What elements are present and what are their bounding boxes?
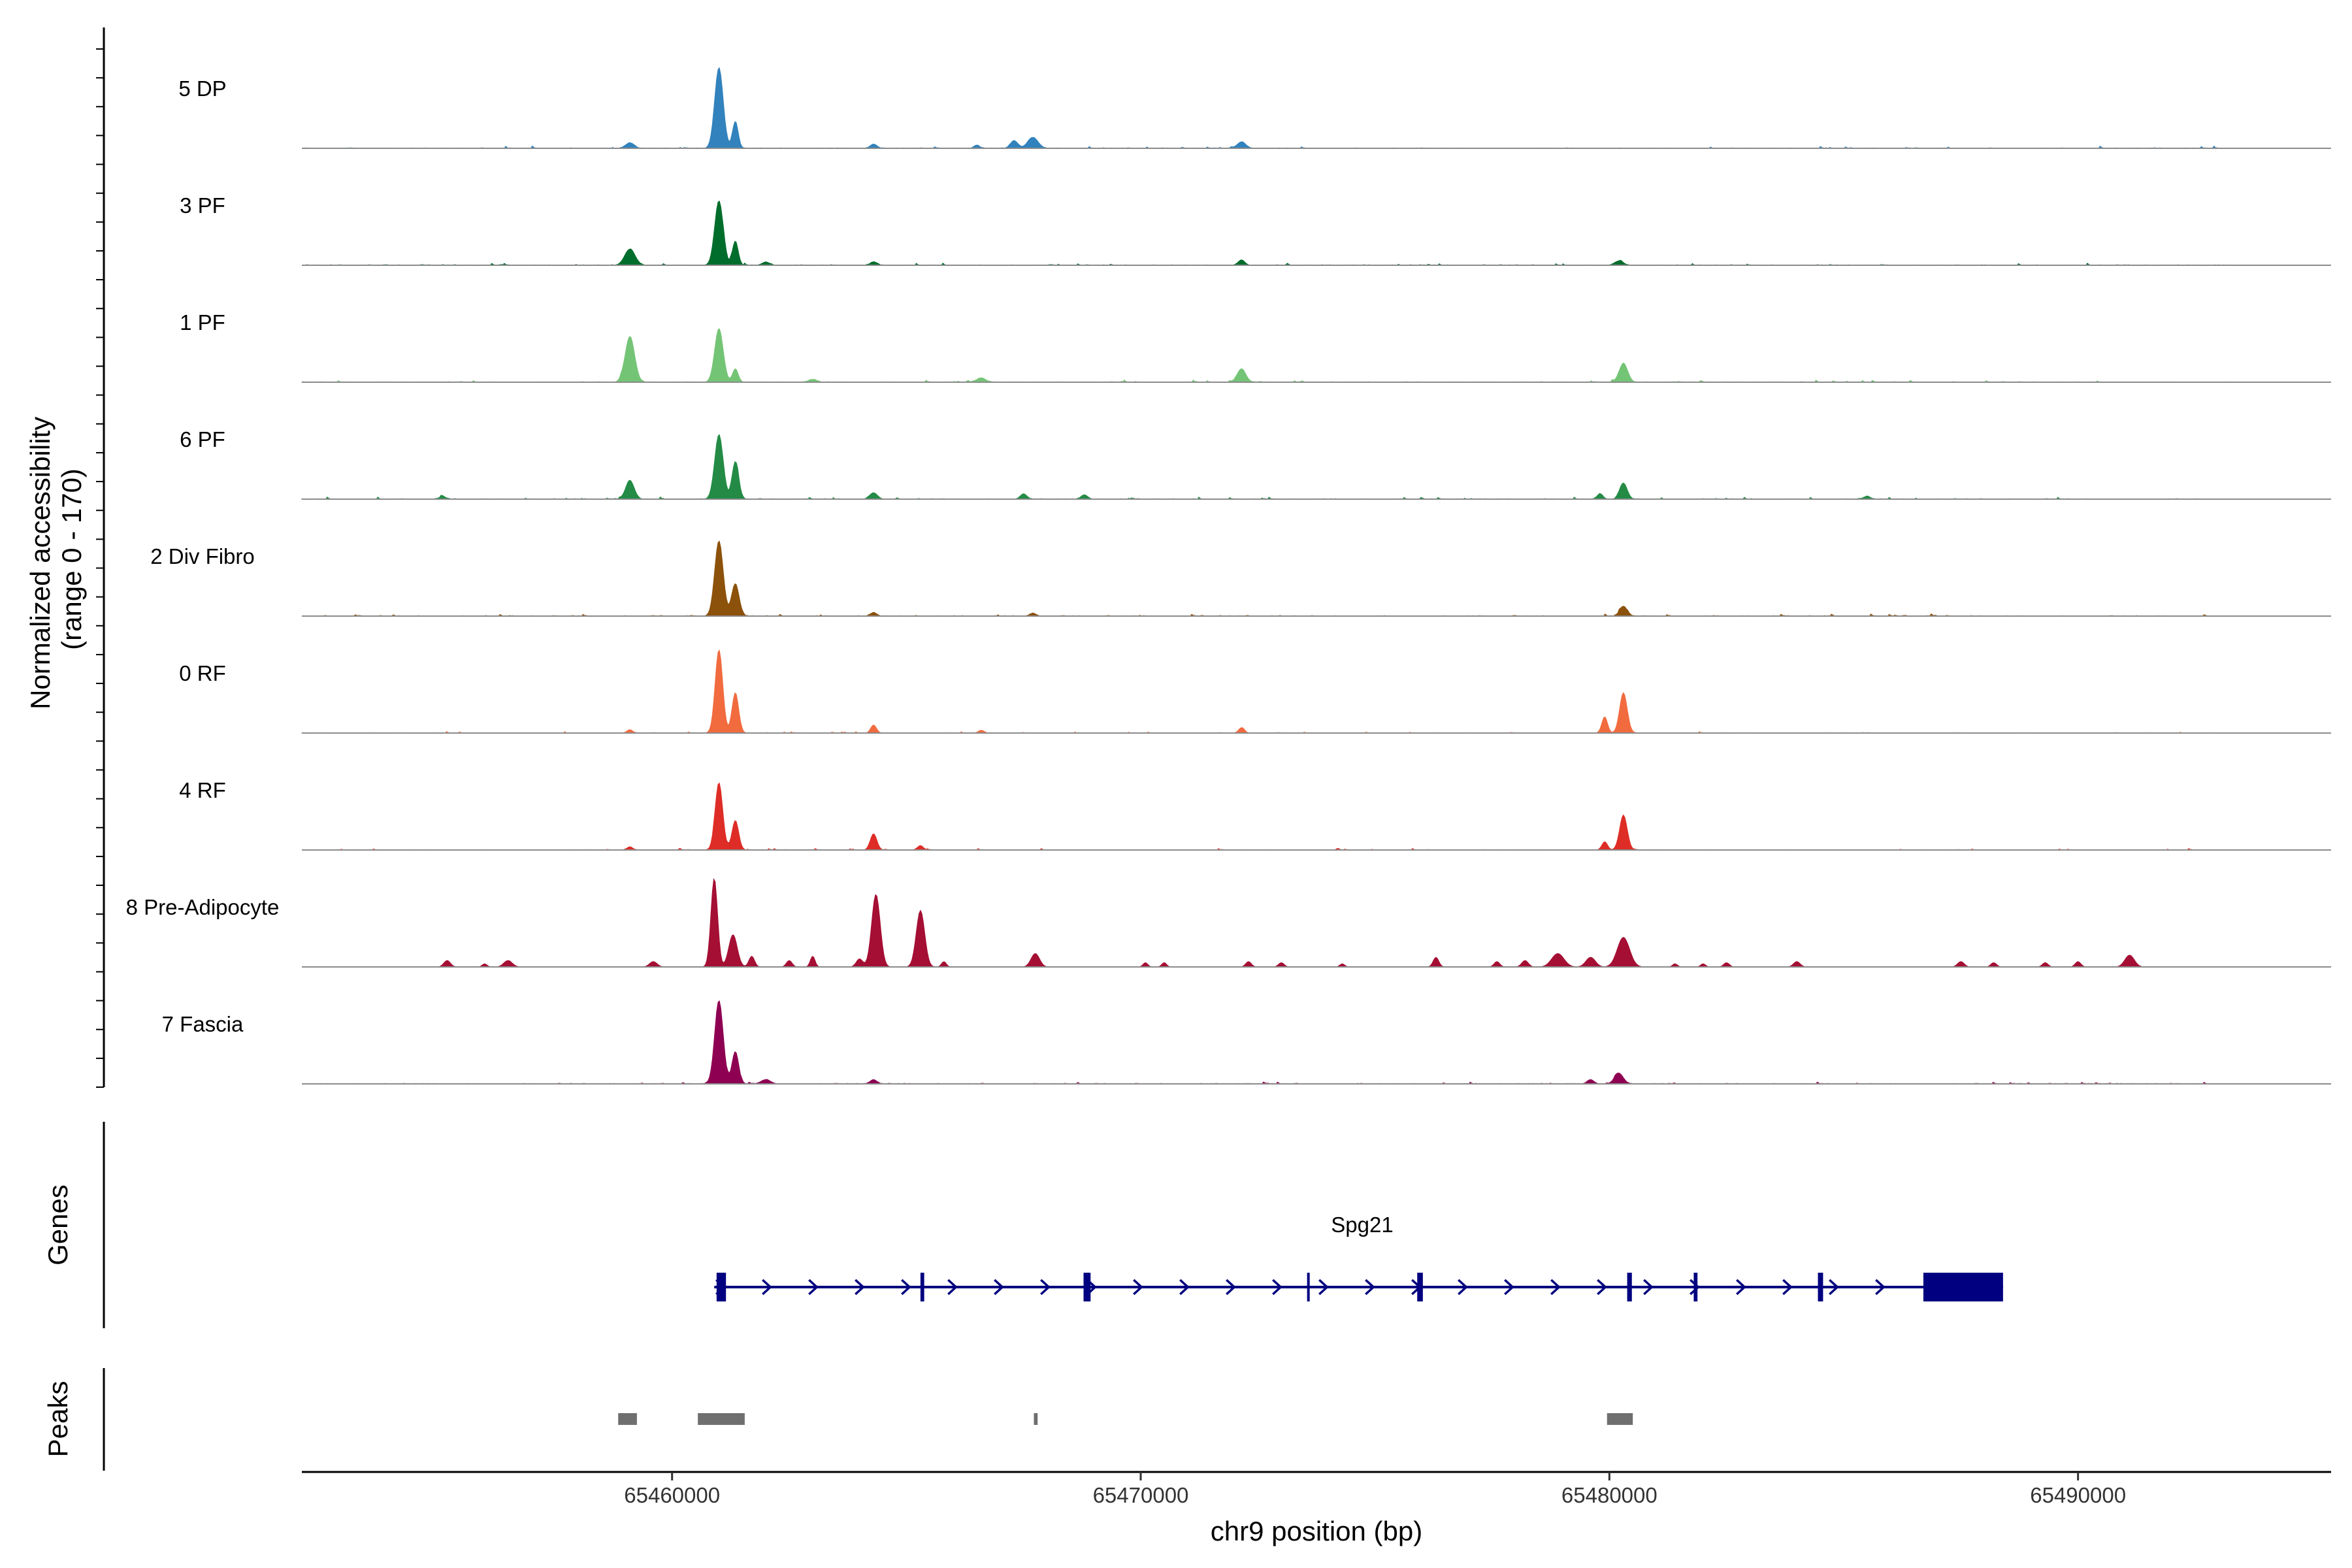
genes-track-title: Genes bbox=[42, 1184, 73, 1266]
x-tick-label: 65460000 bbox=[624, 1483, 720, 1507]
y-axis-title-line-2: (range 0 - 170) bbox=[56, 468, 87, 650]
strand-arrow bbox=[1736, 1279, 1746, 1296]
peak-region bbox=[1607, 1413, 1633, 1425]
x-tick-label: 65480000 bbox=[1561, 1483, 1658, 1507]
track-2-div-fibro bbox=[302, 540, 2331, 617]
track-4-rf bbox=[301, 782, 2331, 851]
x-tick-label: 65490000 bbox=[2030, 1483, 2126, 1507]
gene-exon bbox=[1818, 1273, 1823, 1301]
strand-arrow bbox=[1643, 1279, 1654, 1296]
coverage-area bbox=[301, 434, 2232, 500]
track-label: 4 RF bbox=[179, 778, 226, 802]
coverage-area bbox=[302, 877, 2232, 968]
gene-exon bbox=[920, 1273, 924, 1301]
strand-arrow bbox=[762, 1279, 772, 1296]
strand-arrow bbox=[1690, 1279, 1700, 1296]
x-axis: 65460000 65470000 65480000 65490000 bbox=[302, 1471, 2331, 1507]
y-axis-coverage bbox=[96, 27, 105, 1088]
strand-arrow bbox=[1550, 1279, 1561, 1296]
strand-arrow bbox=[1226, 1279, 1236, 1296]
strand-arrow bbox=[1875, 1279, 1886, 1296]
track-label: 2 Div Fibro bbox=[150, 544, 255, 568]
strand-arrow bbox=[1597, 1279, 1607, 1296]
peak-track bbox=[618, 1413, 1633, 1425]
track-label: 0 RF bbox=[179, 661, 226, 685]
coverage-area bbox=[301, 782, 2233, 851]
strand-arrow bbox=[1179, 1279, 1190, 1296]
peak-region bbox=[698, 1413, 745, 1425]
y-axis-title-line-1: Normalized accessibility bbox=[25, 417, 56, 710]
peak-region bbox=[1034, 1413, 1038, 1425]
strand-arrow bbox=[855, 1279, 865, 1296]
peaks-track-title: Peaks bbox=[42, 1381, 73, 1458]
track-6-pf bbox=[301, 434, 2331, 500]
track-label: 6 PF bbox=[180, 427, 225, 451]
gene-exon bbox=[716, 1273, 727, 1301]
track-label: 8 Pre-Adipocyte bbox=[126, 895, 280, 919]
coverage-area bbox=[302, 1000, 2219, 1085]
strand-arrow bbox=[994, 1279, 1004, 1296]
strand-arrow bbox=[1504, 1279, 1514, 1296]
coverage-area bbox=[301, 649, 2233, 734]
coverage-area bbox=[302, 540, 2232, 617]
track-7-fascia bbox=[302, 1000, 2331, 1085]
track-8-pre-adipocyte bbox=[302, 877, 2331, 968]
y-axis-title: Normalized accessibility (range 0 - 170) bbox=[25, 409, 87, 710]
strand-arrow bbox=[1318, 1279, 1329, 1296]
gene-exon bbox=[1693, 1273, 1698, 1301]
strand-arrow bbox=[1040, 1279, 1051, 1296]
gene-name-label: Spg21 bbox=[1331, 1213, 1393, 1237]
strand-arrow bbox=[1829, 1279, 1839, 1296]
track-label: 7 Fascia bbox=[162, 1012, 244, 1036]
track-0-rf bbox=[301, 649, 2331, 734]
coverage-area bbox=[301, 328, 2233, 383]
x-axis-title: chr9 position (bp) bbox=[1211, 1516, 1423, 1546]
track-label: 3 PF bbox=[180, 193, 225, 218]
gene-track: Spg21 bbox=[714, 1213, 2003, 1301]
peak-region bbox=[618, 1413, 637, 1425]
strand-arrow bbox=[1458, 1279, 1468, 1296]
strand-arrow bbox=[1365, 1279, 1375, 1296]
coverage-tracks bbox=[301, 67, 2331, 1085]
gene-exon bbox=[1417, 1273, 1423, 1301]
gene-exon bbox=[1307, 1273, 1310, 1301]
gene-exon bbox=[1923, 1273, 2003, 1301]
track-label: 5 DP bbox=[178, 76, 226, 101]
coverage-area bbox=[302, 200, 2233, 266]
track-3-pf bbox=[302, 200, 2331, 266]
strand-arrow bbox=[808, 1279, 819, 1296]
track-5-dp bbox=[302, 67, 2331, 149]
strand-arrow bbox=[1133, 1279, 1143, 1296]
strand-arrow bbox=[901, 1279, 911, 1296]
strand-arrow bbox=[1782, 1279, 1793, 1296]
track-labels: 5 DP 3 PF 1 PF 6 PF 2 Div Fibro 0 RF 4 RF 8 Pre… bbox=[126, 76, 280, 1036]
track-label: 1 PF bbox=[180, 310, 225, 335]
strand-arrow bbox=[1272, 1279, 1282, 1296]
gene-exon bbox=[1083, 1273, 1091, 1301]
strand-arrow bbox=[947, 1279, 958, 1296]
x-tick-label: 65470000 bbox=[1093, 1483, 1189, 1507]
gene-exon bbox=[1627, 1273, 1632, 1301]
coverage-area bbox=[302, 67, 2219, 149]
track-1-pf bbox=[301, 328, 2331, 383]
